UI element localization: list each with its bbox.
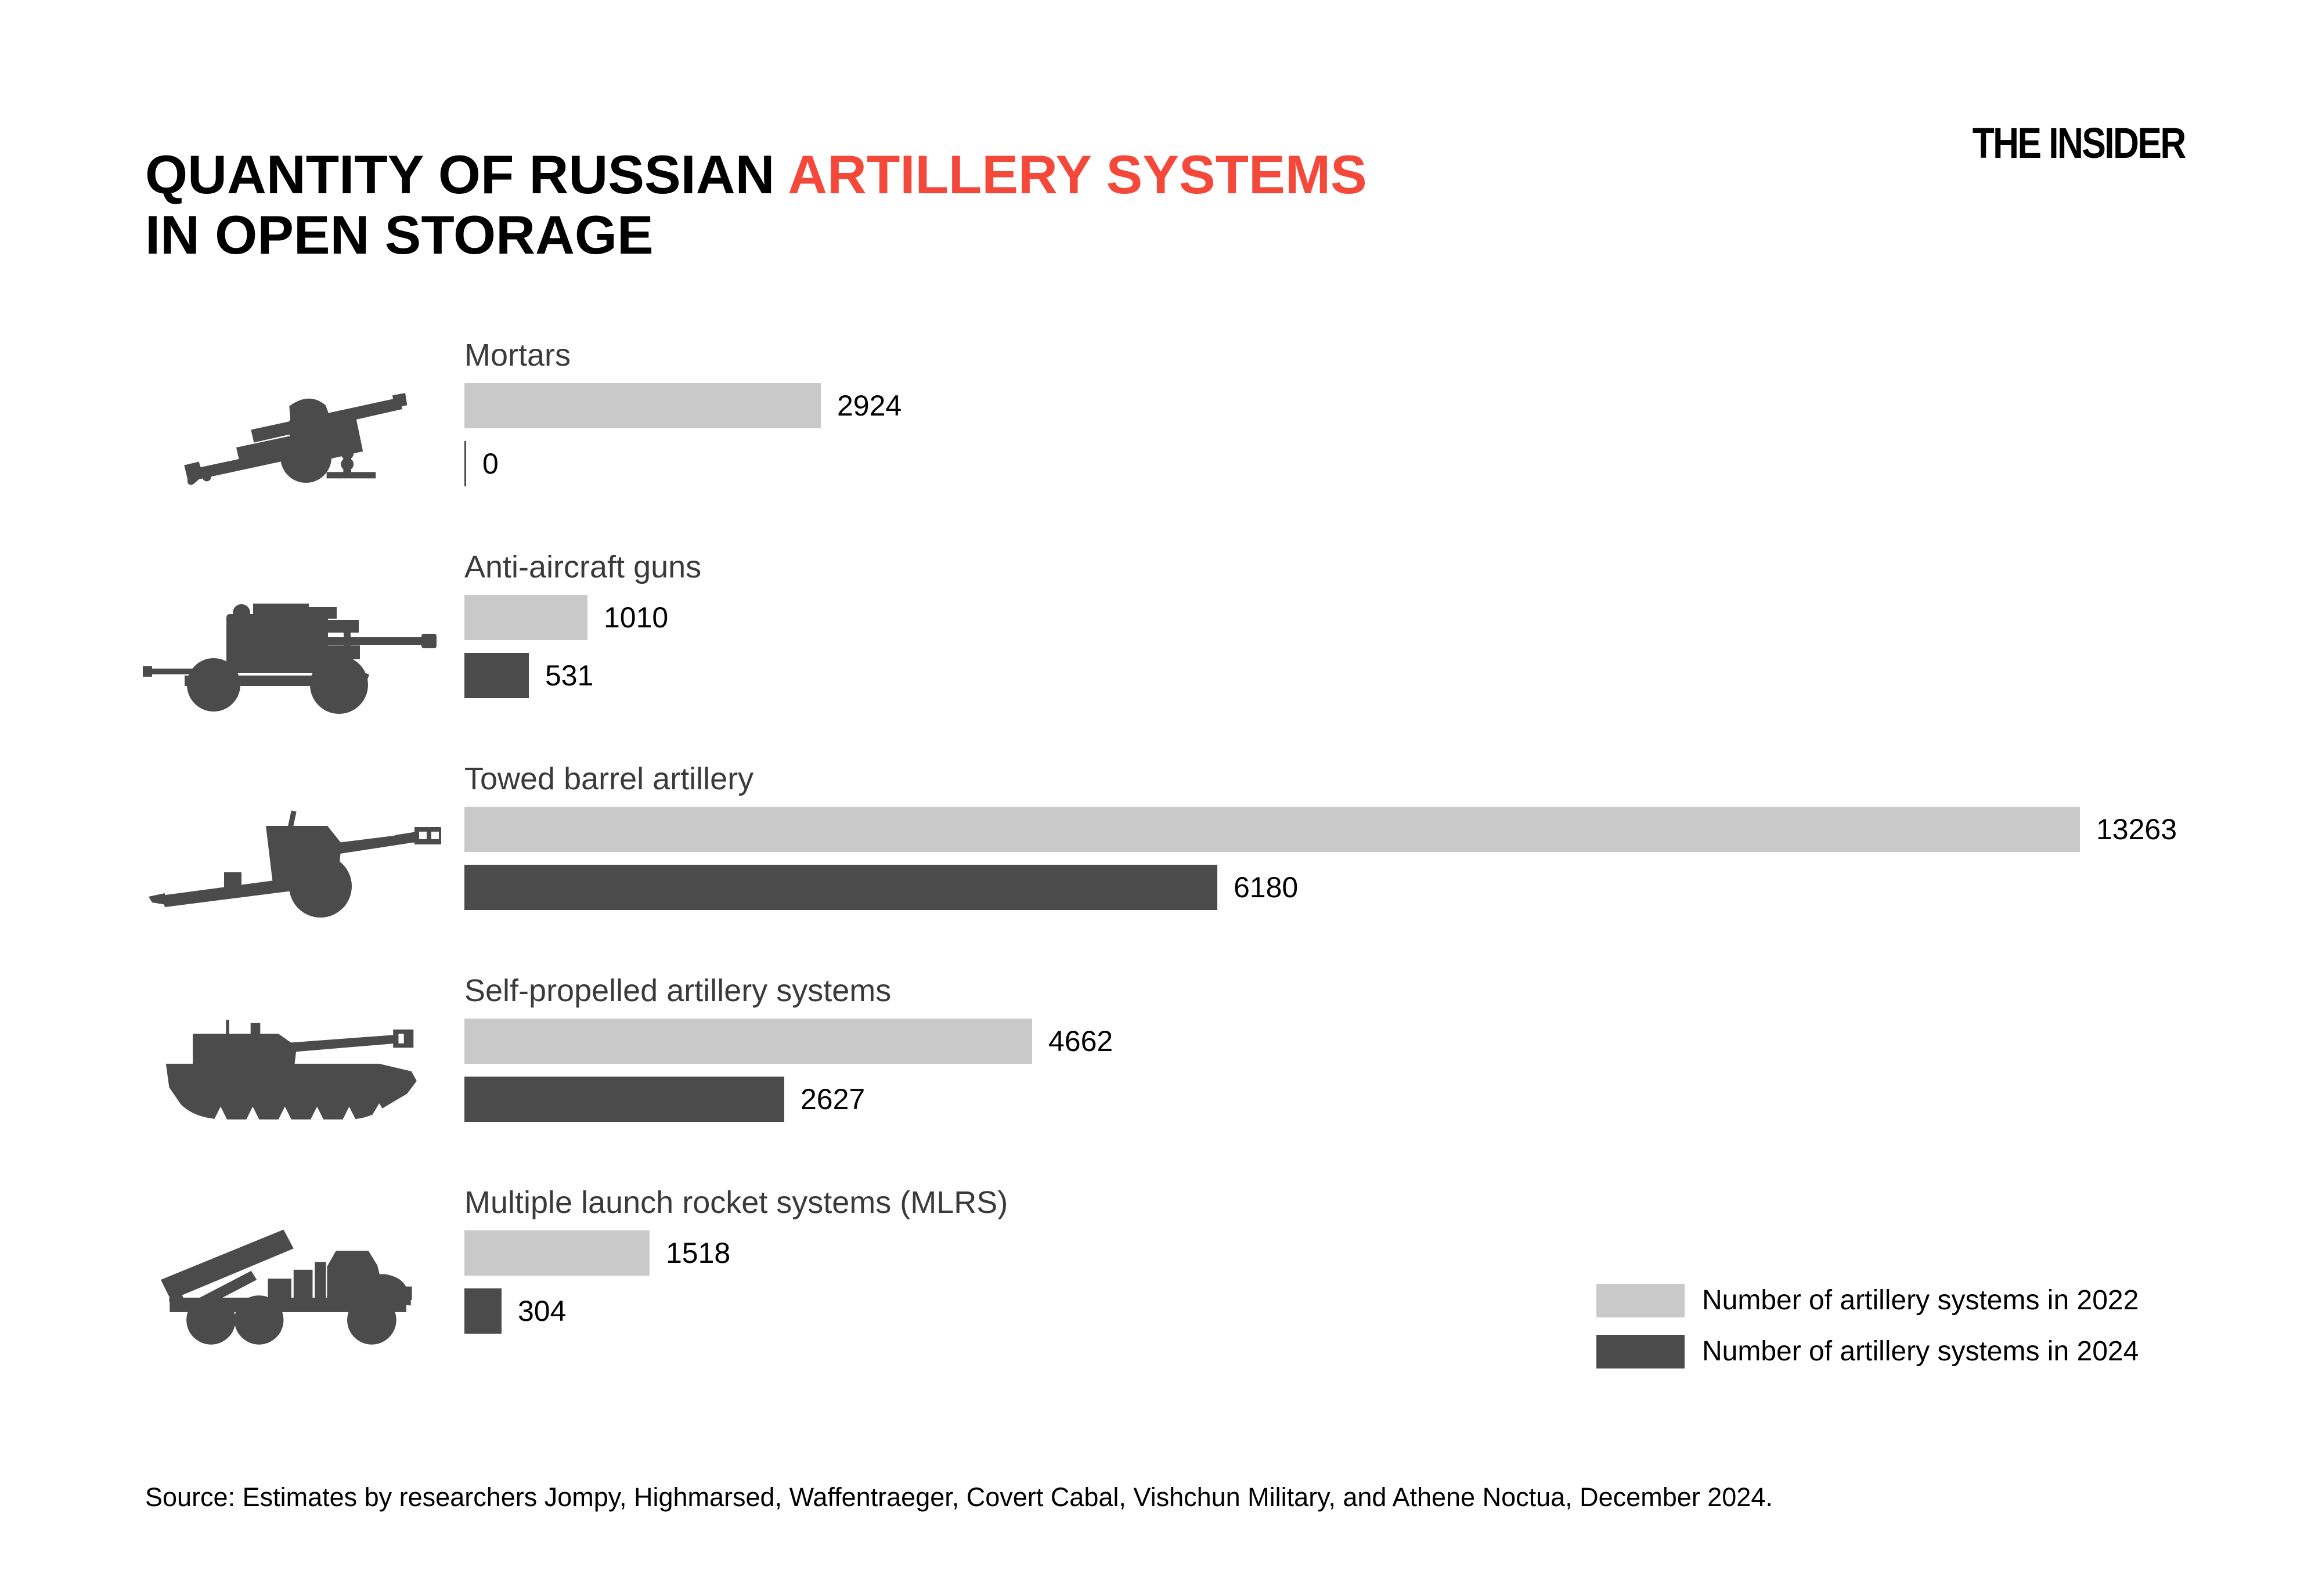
legend: Number of artillery systems in 2022 Numb… bbox=[1596, 1284, 2139, 1386]
self-propelled-artillery-icon-svg bbox=[165, 1020, 417, 1120]
bar-2024 bbox=[464, 441, 466, 486]
publisher-logo: THE INSIDER bbox=[1972, 119, 2187, 167]
section-mlrs: Multiple launch rocket systems (MLRS) 15… bbox=[0, 1184, 2322, 1375]
mlrs-icon bbox=[139, 1212, 441, 1352]
bar-2024 bbox=[464, 1077, 784, 1122]
bar-2022 bbox=[464, 383, 821, 428]
bar-2024 bbox=[464, 1288, 502, 1334]
category-label: Mortars bbox=[464, 338, 571, 373]
value-label-2022: 2924 bbox=[837, 389, 902, 422]
title-prefix: QUANTITY OF RUSSIAN bbox=[145, 143, 788, 205]
value-label-2024: 6180 bbox=[1234, 871, 1299, 904]
bar-2022 bbox=[464, 807, 2080, 852]
bar-2022 bbox=[464, 1230, 650, 1276]
value-label-2022: 4662 bbox=[1048, 1025, 1113, 1057]
bar-2024 bbox=[464, 865, 1217, 910]
category-label: Anti-aircraft guns bbox=[464, 550, 702, 584]
section-anti-aircraft-guns: Anti-aircraft guns 1010 531 bbox=[0, 548, 2322, 740]
section-mortars: Mortars 2924 0 bbox=[0, 337, 2322, 528]
bar-2024 bbox=[464, 653, 529, 698]
category-label: Multiple launch rocket systems (MLRS) bbox=[464, 1185, 1008, 1220]
value-label-2022: 1010 bbox=[604, 601, 669, 634]
bar-row-2024: 2627 bbox=[464, 1077, 865, 1122]
anti-aircraft-gun-icon bbox=[139, 577, 441, 716]
value-label-2024: 531 bbox=[545, 659, 594, 692]
self-propelled-artillery-icon bbox=[139, 1001, 441, 1140]
value-label-2024: 2627 bbox=[801, 1083, 866, 1115]
bar-row-2022: 2924 bbox=[464, 383, 902, 428]
legend-swatch-2024 bbox=[1596, 1335, 1685, 1368]
title-highlight: ARTILLERY SYSTEMS bbox=[788, 143, 1367, 205]
legend-label-2022: Number of artillery systems in 2022 bbox=[1702, 1285, 2139, 1316]
mlrs-icon-svg bbox=[160, 1229, 412, 1345]
bar-row-2024: 0 bbox=[464, 441, 499, 486]
value-label-2024: 304 bbox=[518, 1295, 567, 1327]
legend-item-2024: Number of artillery systems in 2024 bbox=[1596, 1335, 2139, 1368]
mortar-icon-svg bbox=[184, 393, 408, 485]
value-label-2024: 0 bbox=[482, 447, 499, 480]
bar-2022 bbox=[464, 1019, 1032, 1064]
legend-label-2024: Number of artillery systems in 2024 bbox=[1702, 1336, 2139, 1367]
towed-artillery-icon bbox=[139, 789, 441, 928]
towed-artillery-icon-svg bbox=[149, 810, 441, 918]
category-label: Self-propelled artillery systems bbox=[464, 973, 892, 1008]
legend-item-2022: Number of artillery systems in 2022 bbox=[1596, 1284, 2139, 1317]
value-label-2022: 1518 bbox=[666, 1237, 731, 1269]
legend-swatch-2022 bbox=[1596, 1284, 1685, 1317]
bar-row-2024: 304 bbox=[464, 1288, 566, 1334]
mortar-icon bbox=[139, 365, 441, 504]
section-towed-barrel-artillery: Towed barrel artillery 13263 6180 bbox=[0, 760, 2322, 952]
source-note: Source: Estimates by researchers Jompy, … bbox=[145, 1482, 1773, 1512]
category-label: Towed barrel artillery bbox=[464, 761, 754, 796]
bar-row-2024: 531 bbox=[464, 653, 593, 698]
bar-row-2022: 1010 bbox=[464, 595, 668, 640]
section-self-propelled-artillery: Self-propelled artillery systems 4662 26… bbox=[0, 972, 2322, 1164]
value-label-2022: 13263 bbox=[2096, 813, 2177, 846]
anti-aircraft-gun-icon-svg bbox=[143, 604, 437, 714]
bar-row-2022: 4662 bbox=[464, 1019, 1113, 1064]
bar-2022 bbox=[464, 595, 587, 640]
page-title: QUANTITY OF RUSSIAN ARTILLERY SYSTEMS IN… bbox=[145, 143, 1367, 265]
bar-row-2022: 13263 bbox=[464, 807, 2177, 852]
title-line2: IN OPEN STORAGE bbox=[145, 204, 654, 265]
bar-row-2022: 1518 bbox=[464, 1230, 730, 1276]
bar-row-2024: 6180 bbox=[464, 865, 1298, 910]
